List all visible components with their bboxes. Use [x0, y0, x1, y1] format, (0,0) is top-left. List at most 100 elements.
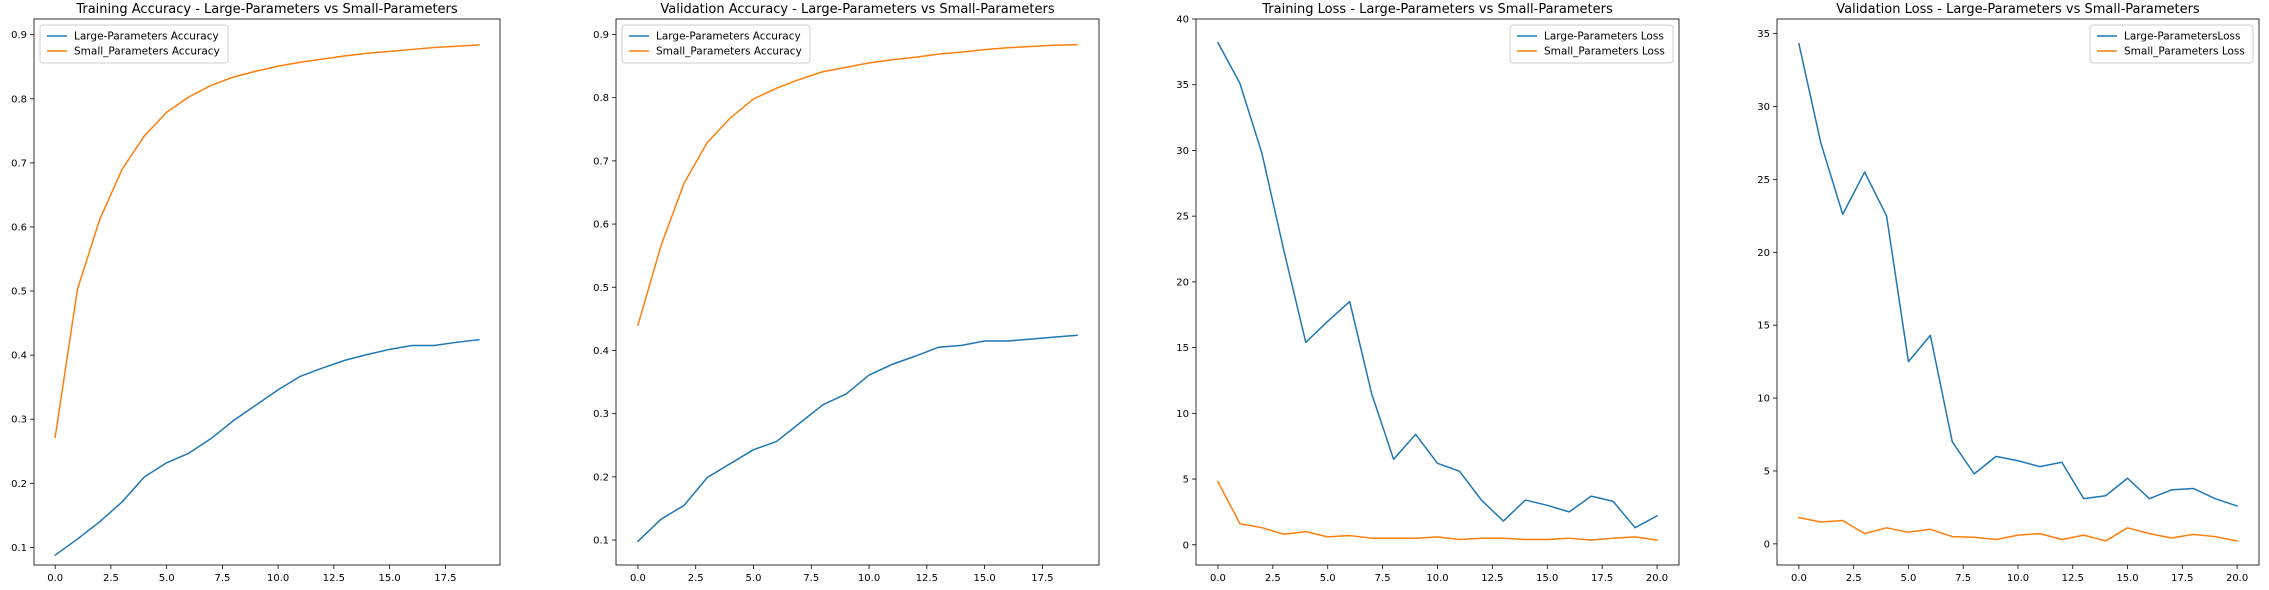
- y-tick-label: 0.9: [593, 30, 609, 41]
- y-tick-label: 0.3: [11, 415, 27, 426]
- x-tick-label: 7.5: [1955, 573, 1971, 584]
- x-tick-label: 15.0: [1536, 573, 1558, 584]
- chart-2-validation-accuracy: Validation Accuracy - Large-Parameters v…: [593, 2, 1100, 584]
- y-tick-label: 15: [1176, 343, 1189, 354]
- x-tick-label: 5.0: [159, 573, 175, 584]
- x-tick-label: 2.5: [1265, 573, 1281, 584]
- x-tick-label: 5.0: [746, 573, 762, 584]
- y-tick-label: 15: [1757, 321, 1770, 332]
- x-tick-label: 7.5: [214, 573, 230, 584]
- y-tick-label: 0.1: [593, 536, 609, 547]
- legend-label: Small_Parameters Loss: [2124, 46, 2245, 58]
- y-tick-label: 20: [1176, 277, 1189, 288]
- y-tick-label: 0.7: [593, 156, 609, 167]
- y-tick-label: 30: [1176, 146, 1189, 157]
- series-line-large-parameters: [636, 334, 1078, 543]
- y-tick-label: 40: [1176, 15, 1189, 26]
- x-tick-label: 0.0: [1791, 573, 1807, 584]
- chart-title: Training Accuracy - Large-Parameters vs …: [75, 2, 458, 17]
- legend-label: Large-Parameters Loss: [1544, 31, 1664, 43]
- x-tick-label: 7.5: [803, 573, 819, 584]
- y-tick-label: 0.6: [11, 222, 27, 233]
- x-tick-label: 15.0: [973, 573, 995, 584]
- legend-label: Large-ParametersLoss: [2124, 31, 2240, 43]
- legend-label: Large-Parameters Accuracy: [656, 31, 801, 43]
- chart-title: Training Loss - Large-Parameters vs Smal…: [1261, 2, 1613, 17]
- y-tick-label: 0.5: [11, 287, 27, 298]
- x-tick-label: 20.0: [1646, 573, 1668, 584]
- legend-label: Small_Parameters Accuracy: [74, 46, 220, 58]
- y-tick-label: 10: [1176, 409, 1189, 420]
- y-tick-label: 0: [1764, 539, 1770, 550]
- x-tick-label: 2.5: [1846, 573, 1862, 584]
- y-tick-label: 0.4: [593, 346, 609, 357]
- series-line-large-parameters: [54, 338, 480, 557]
- y-tick-label: 0.2: [593, 472, 609, 483]
- y-tick-label: 0.1: [11, 543, 27, 554]
- y-tick-label: 30: [1757, 102, 1770, 113]
- x-tick-label: 5.0: [1320, 573, 1336, 584]
- x-tick-label: 5.0: [1901, 573, 1917, 584]
- y-tick-label: 5: [1764, 466, 1770, 477]
- x-tick-label: 10.0: [858, 573, 880, 584]
- y-tick-label: 25: [1757, 175, 1770, 186]
- y-tick-label: 25: [1176, 212, 1189, 223]
- x-tick-label: 12.5: [323, 573, 345, 584]
- y-tick-label: 0.8: [11, 94, 27, 105]
- x-tick-label: 2.5: [688, 573, 704, 584]
- x-tick-label: 10.0: [1426, 573, 1448, 584]
- axes-frame: [615, 18, 1100, 566]
- y-tick-label: 10: [1757, 394, 1770, 405]
- legend: Large-Parameters Accuracy Small_Parameter…: [621, 24, 811, 64]
- legend-box: [2089, 24, 2254, 64]
- axes-frame: [1776, 18, 2260, 566]
- legend: Large-Parameters Accuracy Small_Parameter…: [39, 24, 229, 64]
- axes-frame: [1195, 18, 1680, 566]
- legend-box: [1509, 24, 1674, 64]
- x-tick-label: 12.5: [2062, 573, 2084, 584]
- legend-box: [621, 24, 811, 64]
- x-tick-label: 17.5: [2171, 573, 2193, 584]
- x-tick-label: 7.5: [1375, 573, 1391, 584]
- x-tick-label: 10.0: [2007, 573, 2029, 584]
- series-line-small-parameters: [1798, 516, 2238, 542]
- x-tick-label: 0.0: [47, 573, 63, 584]
- axes-frame: [33, 18, 501, 566]
- legend-label: Small_Parameters Loss: [1544, 46, 1665, 58]
- chart-4-validation-loss: Validation Loss - Large-Parameters vs Sm…: [1757, 2, 2260, 584]
- series-line-small-parameters: [54, 44, 480, 439]
- series-line-small-parameters: [637, 43, 1078, 327]
- x-tick-label: 15.0: [378, 573, 400, 584]
- x-tick-label: 0.0: [1210, 573, 1226, 584]
- y-tick-label: 0.2: [11, 479, 27, 490]
- y-tick-label: 0.7: [11, 158, 27, 169]
- legend-label: Small_Parameters Accuracy: [656, 46, 802, 58]
- legend: Large-Parameters Loss Small_Parameters Lo…: [1509, 24, 1674, 64]
- y-tick-label: 0.5: [593, 283, 609, 294]
- x-tick-label: 2.5: [103, 573, 119, 584]
- series-line-large-parameters: [1216, 41, 1659, 529]
- chart-title: Validation Accuracy - Large-Parameters v…: [660, 2, 1054, 17]
- y-tick-label: 0.3: [593, 409, 609, 420]
- x-tick-label: 12.5: [916, 573, 938, 584]
- chart-3-training-loss: Training Loss - Large-Parameters vs Smal…: [1176, 2, 1680, 584]
- y-tick-label: 0.8: [593, 93, 609, 104]
- x-tick-label: 15.0: [2116, 573, 2138, 584]
- x-tick-label: 10.0: [267, 573, 289, 584]
- legend-box: [39, 24, 229, 64]
- x-tick-label: 17.5: [434, 573, 456, 584]
- y-tick-label: 20: [1757, 248, 1770, 259]
- y-tick-label: 0.9: [11, 30, 27, 41]
- y-tick-label: 0.4: [11, 351, 27, 362]
- legend: Large-ParametersLoss Small_Parameters Los…: [2089, 24, 2254, 64]
- x-tick-label: 17.5: [1591, 573, 1613, 584]
- x-tick-label: 12.5: [1481, 573, 1503, 584]
- y-tick-label: 35: [1176, 80, 1189, 91]
- legend-label: Large-Parameters Accuracy: [74, 31, 219, 43]
- y-tick-label: 5: [1183, 475, 1189, 486]
- y-tick-label: 35: [1757, 29, 1770, 40]
- y-tick-label: 0: [1183, 540, 1189, 551]
- x-tick-label: 17.5: [1031, 573, 1053, 584]
- x-tick-label: 0.0: [630, 573, 646, 584]
